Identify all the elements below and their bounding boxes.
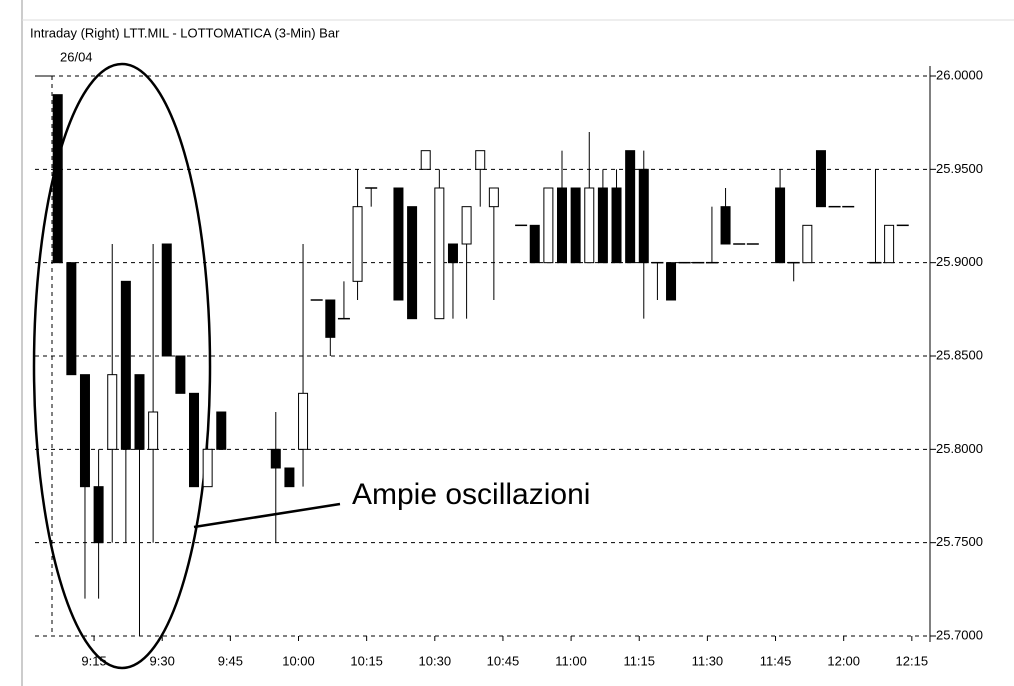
candle-body <box>475 150 486 170</box>
candle-body <box>570 187 581 264</box>
x-tick-label: 11:15 <box>623 653 655 668</box>
date-label: 26/04 <box>60 49 93 64</box>
candle-body <box>884 224 895 264</box>
x-tick-label: 10:15 <box>350 653 383 668</box>
x-tick-label: 9:15 <box>81 653 106 668</box>
candle-body <box>202 448 213 488</box>
x-tick-label: 9:30 <box>150 653 175 668</box>
y-tick-label: 25.8500 <box>936 347 983 362</box>
candle-body <box>66 262 77 376</box>
candle-body <box>461 206 472 245</box>
candle-body <box>93 486 104 544</box>
candle-body <box>447 243 458 264</box>
x-tick-label: 12:00 <box>827 653 860 668</box>
candle-body <box>638 168 649 264</box>
y-tick-label: 25.9000 <box>936 254 983 269</box>
candle-body <box>79 374 90 488</box>
annotation-pointer <box>193 502 341 529</box>
candle-body <box>488 187 499 208</box>
candle-body <box>584 187 595 264</box>
highlight-ellipse <box>32 62 212 670</box>
candle-body <box>597 187 608 264</box>
chart-title: Intraday (Right) LTT.MIL - LOTTOMATICA (… <box>30 25 340 40</box>
x-tick-label: 11:45 <box>760 653 792 668</box>
y-tick-label: 26.0000 <box>936 67 983 82</box>
candle-body <box>815 150 826 208</box>
y-tick-label: 25.9500 <box>936 161 983 176</box>
candle-body <box>325 299 336 338</box>
candle-body <box>434 187 445 320</box>
candle-body <box>175 355 186 394</box>
x-tick-label: 10:45 <box>487 653 520 668</box>
candle-body <box>134 374 145 450</box>
candle-body <box>666 262 677 301</box>
candle-body <box>189 392 200 488</box>
candle-body <box>161 243 172 357</box>
y-tick-label: 25.8000 <box>936 441 983 456</box>
candle-body <box>352 206 363 282</box>
candle-body <box>270 448 281 469</box>
candle-body <box>393 187 404 301</box>
candle-body <box>775 187 786 264</box>
candle-body <box>284 467 295 488</box>
y-tick-label: 25.7000 <box>936 627 983 642</box>
annotation: Ampie oscillazioni <box>352 478 590 511</box>
x-tick-label: 11:00 <box>555 653 587 668</box>
candle-body <box>557 187 568 264</box>
candle-body <box>529 224 540 264</box>
candle-body <box>543 187 554 264</box>
candle-body <box>120 280 131 450</box>
candle-body <box>802 224 813 264</box>
y-tick-label: 25.7500 <box>936 534 983 549</box>
candle-body <box>148 411 159 450</box>
candle-body <box>298 392 309 450</box>
candle-body <box>420 150 431 170</box>
candle-body <box>625 150 636 264</box>
x-tick-label: 10:00 <box>282 653 315 668</box>
candle-body <box>107 374 118 450</box>
candle-body <box>216 411 227 450</box>
candle-body <box>720 206 731 245</box>
x-tick-label: 11:30 <box>692 653 724 668</box>
x-tick-label: 9:45 <box>218 653 243 668</box>
candle-body <box>407 206 418 320</box>
x-tick-label: 12:15 <box>896 653 929 668</box>
x-tick-label: 10:30 <box>419 653 452 668</box>
candle-body <box>611 187 622 264</box>
candle-body <box>52 94 63 264</box>
